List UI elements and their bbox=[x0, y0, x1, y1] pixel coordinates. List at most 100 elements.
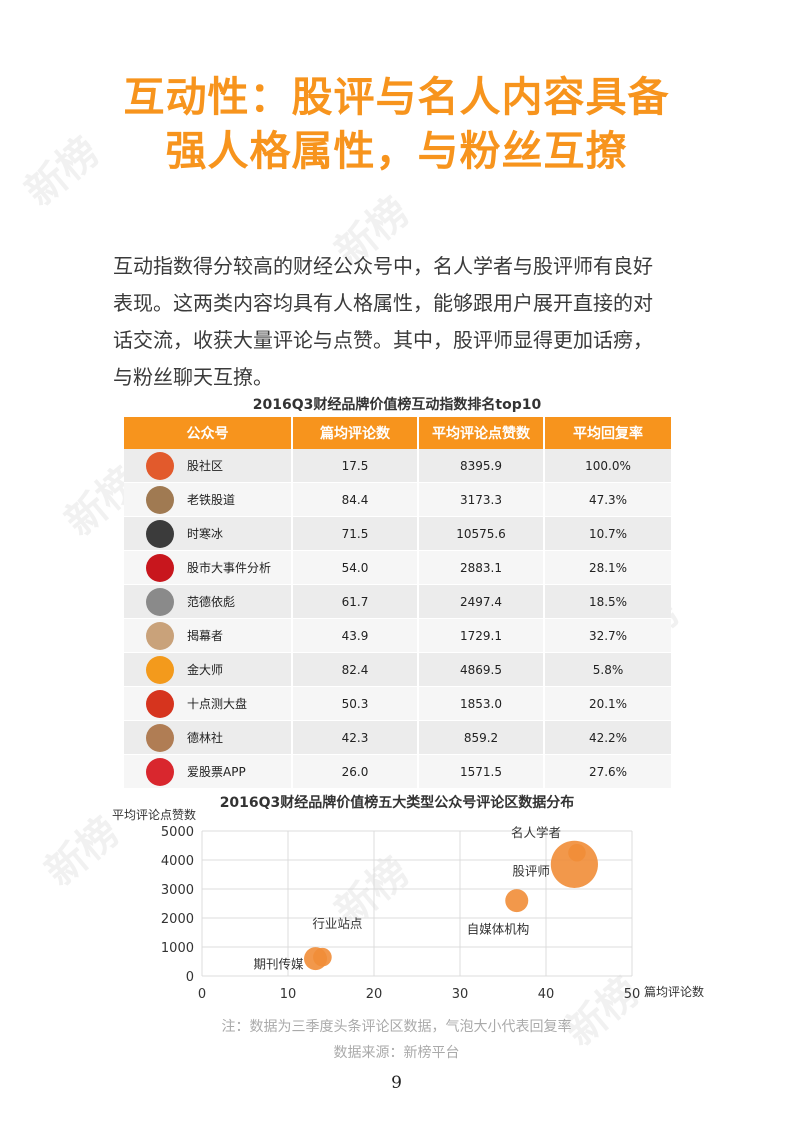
page-title-line2: 强人格属性，与粉丝互撩 bbox=[165, 127, 628, 175]
table-row: 范德依彪 61.7 2497.4 18.5% bbox=[124, 584, 671, 619]
chart-title: 2016Q3财经品牌价值榜五大类型公众号评论区数据分布 bbox=[219, 795, 575, 811]
body-line: 互动指数得分较高的财经公众号中，名人学者与股评师有良好 bbox=[113, 254, 653, 278]
x-axis-label: 篇均评论数 bbox=[644, 984, 704, 999]
account-cell: 股市大事件分析 bbox=[124, 550, 293, 585]
account-name: 老铁股道 bbox=[187, 493, 236, 507]
avg-likes-cell: 1571.5 bbox=[418, 754, 545, 789]
account-cell: 时寒冰 bbox=[124, 516, 293, 551]
y-tick-label: 3000 bbox=[161, 883, 194, 898]
y-tick-label: 4000 bbox=[161, 854, 194, 869]
page-title-line1: 互动性：股评与名人内容具备 bbox=[123, 73, 670, 121]
x-tick-label: 40 bbox=[538, 987, 555, 1002]
avg-comments-cell: 50.3 bbox=[292, 686, 419, 721]
y-axis-label: 平均评论点赞数 bbox=[112, 807, 196, 822]
account-avatar-icon bbox=[146, 621, 174, 650]
account-avatar-icon bbox=[146, 519, 174, 548]
column-header-avg-comments: 篇均评论数 bbox=[292, 417, 419, 449]
avg-likes-cell: 1729.1 bbox=[418, 618, 545, 653]
page-number: 9 bbox=[391, 1073, 402, 1093]
avg-comments-cell: 82.4 bbox=[292, 652, 419, 687]
y-tick-label: 1000 bbox=[161, 941, 194, 956]
body-line: 与粉丝聊天互撩。 bbox=[113, 365, 273, 389]
account-avatar-icon bbox=[146, 451, 174, 480]
avg-likes-cell: 859.2 bbox=[418, 720, 545, 755]
ranking-table: 公众号 篇均评论数 平均评论点赞数 平均回复率 股社区 17.5 8395.9 100… bbox=[124, 417, 671, 789]
body-paragraph: 互动指数得分较高的财经公众号中，名人学者与股评师有良好 表现。这两类内容均具有人… bbox=[113, 248, 693, 396]
account-cell: 范德依彪 bbox=[124, 584, 293, 619]
reply-rate-cell: 100.0% bbox=[544, 449, 671, 483]
account-avatar-icon bbox=[146, 689, 174, 718]
x-tick-label: 20 bbox=[366, 987, 383, 1002]
account-name: 股社区 bbox=[187, 459, 224, 473]
account-cell: 股社区 bbox=[124, 449, 293, 483]
reply-rate-cell: 20.1% bbox=[544, 686, 671, 721]
account-cell: 老铁股道 bbox=[124, 482, 293, 517]
account-avatar-icon bbox=[146, 723, 174, 752]
bubble-point bbox=[568, 844, 586, 862]
account-cell: 爱股票APP bbox=[124, 754, 293, 789]
table-row: 股市大事件分析 54.0 2883.1 28.1% bbox=[124, 550, 671, 585]
account-avatar-icon bbox=[146, 587, 174, 616]
x-tick-label: 30 bbox=[452, 987, 469, 1002]
bubble-label: 名人学者 bbox=[511, 825, 561, 840]
account-cell: 揭幕者 bbox=[124, 618, 293, 653]
table-row: 揭幕者 43.9 1729.1 32.7% bbox=[124, 618, 671, 653]
account-name: 十点测大盘 bbox=[187, 697, 248, 711]
account-avatar-icon bbox=[146, 553, 174, 582]
avg-comments-cell: 84.4 bbox=[292, 482, 419, 517]
reply-rate-cell: 27.6% bbox=[544, 754, 671, 789]
reply-rate-cell: 47.3% bbox=[544, 482, 671, 517]
table-row: 时寒冰 71.5 10575.6 10.7% bbox=[124, 516, 671, 551]
column-header-reply-rate: 平均回复率 bbox=[544, 417, 671, 449]
avg-comments-cell: 42.3 bbox=[292, 720, 419, 755]
bubble-label: 自媒体机构 bbox=[467, 922, 530, 937]
x-tick-label: 10 bbox=[280, 987, 297, 1002]
account-name: 时寒冰 bbox=[187, 527, 224, 541]
bubble-point bbox=[313, 947, 332, 967]
avg-comments-cell: 43.9 bbox=[292, 618, 419, 653]
account-avatar-icon bbox=[146, 655, 174, 684]
x-tick-label: 0 bbox=[198, 987, 206, 1002]
avg-likes-cell: 1853.0 bbox=[418, 686, 545, 721]
bubble-label: 行业站点 bbox=[312, 916, 362, 931]
avg-likes-cell: 4869.5 bbox=[418, 652, 545, 687]
account-name: 股市大事件分析 bbox=[187, 561, 272, 575]
avg-comments-cell: 54.0 bbox=[292, 550, 419, 585]
account-name: 揭幕者 bbox=[187, 629, 224, 643]
avg-comments-cell: 17.5 bbox=[292, 449, 419, 483]
account-name: 德林社 bbox=[187, 731, 224, 745]
table-title: 2016Q3财经品牌价值榜互动指数排名top10 bbox=[252, 397, 542, 413]
table-row: 十点测大盘 50.3 1853.0 20.1% bbox=[124, 686, 671, 721]
bubble-point bbox=[550, 840, 598, 888]
page-title: 互动性：股评与名人内容具备 强人格属性，与粉丝互撩 bbox=[0, 70, 793, 178]
bubble-label: 股评师 bbox=[512, 863, 550, 878]
data-source: 数据来源：新榜平台 bbox=[333, 1045, 460, 1061]
table-row: 德林社 42.3 859.2 42.2% bbox=[124, 720, 671, 755]
account-cell: 金大师 bbox=[124, 652, 293, 687]
table-row: 老铁股道 84.4 3173.3 47.3% bbox=[124, 482, 671, 517]
reply-rate-cell: 10.7% bbox=[544, 516, 671, 551]
account-name: 金大师 bbox=[187, 663, 224, 677]
account-cell: 德林社 bbox=[124, 720, 293, 755]
table-header-row: 公众号 篇均评论数 平均评论点赞数 平均回复率 bbox=[124, 417, 671, 449]
avg-likes-cell: 2497.4 bbox=[418, 584, 545, 619]
avg-likes-cell: 3173.3 bbox=[418, 482, 545, 517]
x-tick-label: 50 bbox=[624, 987, 641, 1002]
chart-note: 注：数据为三季度头条评论区数据，气泡大小代表回复率 bbox=[221, 1019, 572, 1035]
reply-rate-cell: 18.5% bbox=[544, 584, 671, 619]
body-line: 话交流，收获大量评论与点赞。其中，股评师显得更加话痨， bbox=[113, 328, 653, 352]
reply-rate-cell: 28.1% bbox=[544, 550, 671, 585]
reply-rate-cell: 42.2% bbox=[544, 720, 671, 755]
bubble-label: 期刊传媒 bbox=[254, 957, 305, 972]
avg-likes-cell: 2883.1 bbox=[418, 550, 545, 585]
column-header-account: 公众号 bbox=[124, 417, 293, 449]
account-cell: 十点测大盘 bbox=[124, 686, 293, 721]
bubble-chart: 0 1000 2000 3000 4000 5000 0 10 20 30 40 50 平均评论点赞数篇… bbox=[112, 807, 704, 1002]
account-name: 范德依彪 bbox=[187, 595, 236, 609]
reply-rate-cell: 32.7% bbox=[544, 618, 671, 653]
y-tick-label: 5000 bbox=[161, 825, 194, 840]
avg-likes-cell: 10575.6 bbox=[418, 516, 545, 551]
table-row: 股社区 17.5 8395.9 100.0% bbox=[124, 449, 671, 483]
avg-comments-cell: 71.5 bbox=[292, 516, 419, 551]
account-name: 爱股票APP bbox=[187, 765, 246, 779]
